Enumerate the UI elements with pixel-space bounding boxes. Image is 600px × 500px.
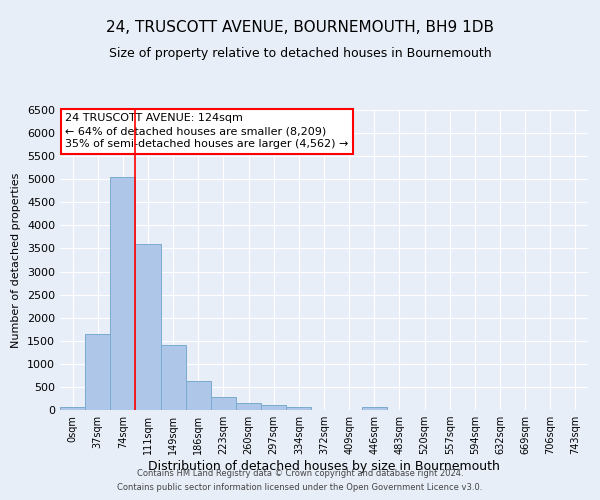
Text: Contains public sector information licensed under the Open Government Licence v3: Contains public sector information licen… — [118, 484, 482, 492]
Bar — [85, 334, 110, 410]
Bar — [136, 244, 161, 410]
Bar — [110, 177, 136, 410]
Text: 24 TRUSCOTT AVENUE: 124sqm
← 64% of detached houses are smaller (8,209)
35% of s: 24 TRUSCOTT AVENUE: 124sqm ← 64% of deta… — [65, 113, 349, 150]
Text: Contains HM Land Registry data © Crown copyright and database right 2024.: Contains HM Land Registry data © Crown c… — [137, 468, 463, 477]
Bar — [60, 406, 85, 410]
Y-axis label: Number of detached properties: Number of detached properties — [11, 172, 22, 348]
Bar — [186, 382, 211, 410]
X-axis label: Distribution of detached houses by size in Bournemouth: Distribution of detached houses by size … — [148, 460, 500, 473]
Bar — [236, 403, 261, 410]
Bar — [211, 396, 236, 410]
Bar — [261, 405, 286, 410]
Bar — [161, 346, 186, 410]
Text: Size of property relative to detached houses in Bournemouth: Size of property relative to detached ho… — [109, 48, 491, 60]
Bar — [286, 406, 311, 410]
Bar — [362, 408, 387, 410]
Text: 24, TRUSCOTT AVENUE, BOURNEMOUTH, BH9 1DB: 24, TRUSCOTT AVENUE, BOURNEMOUTH, BH9 1D… — [106, 20, 494, 35]
